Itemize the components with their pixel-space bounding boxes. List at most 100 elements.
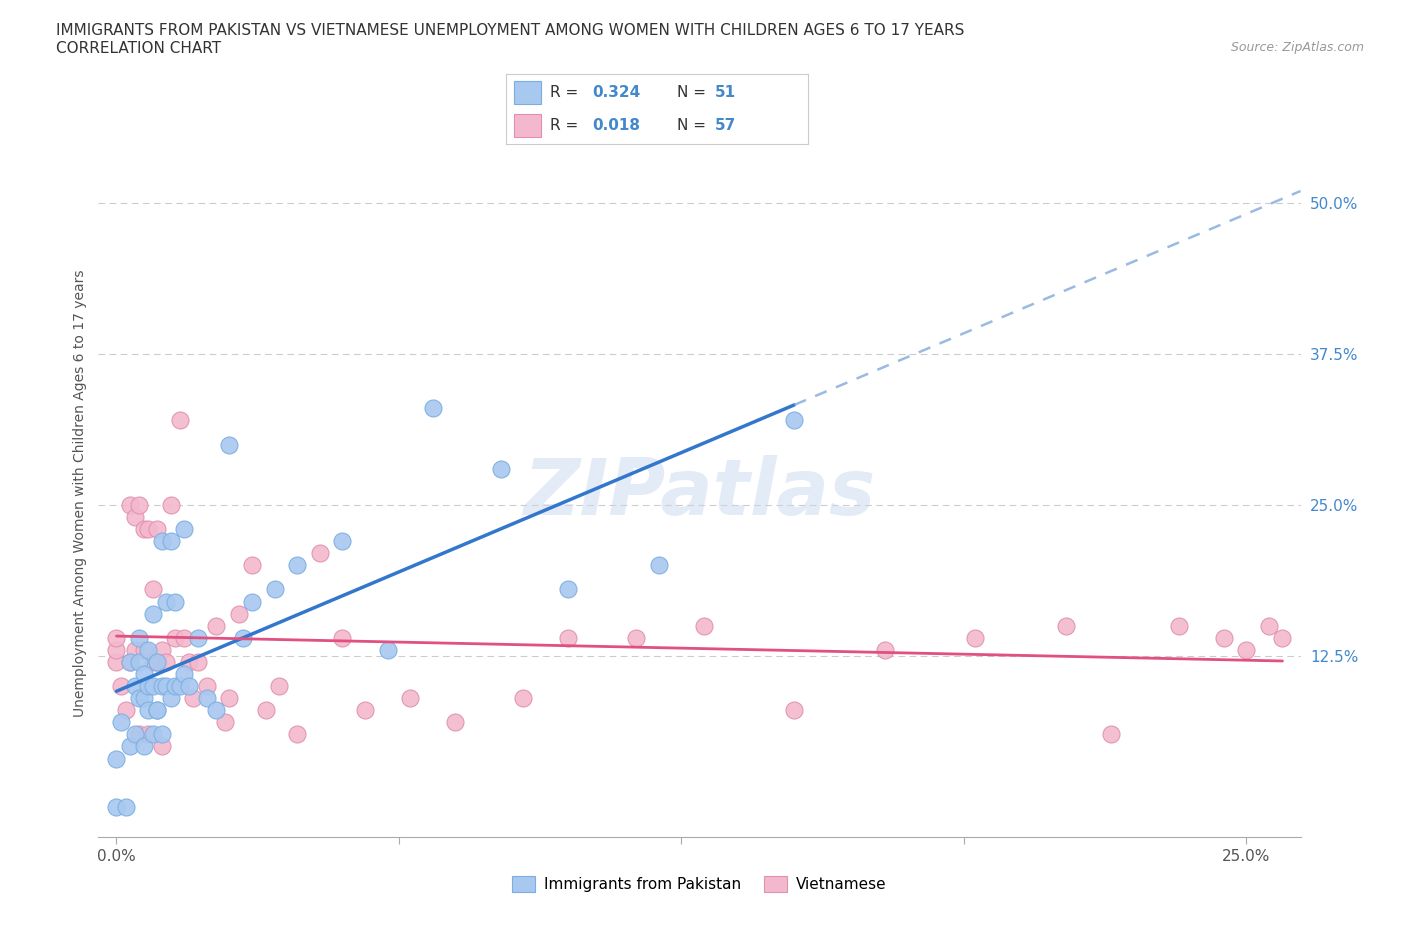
Point [105, 655, 128, 670]
Point [110, 679, 132, 694]
Point [332, 631, 354, 645]
Point [105, 800, 128, 815]
Point [173, 631, 195, 645]
Point [783, 703, 806, 718]
Point [354, 703, 377, 718]
Bar [513, 82, 541, 104]
Point [146, 655, 169, 670]
Point [136, 522, 159, 537]
Point [136, 643, 159, 658]
Point [187, 631, 209, 645]
Point [309, 546, 332, 561]
Point [228, 606, 250, 621]
Point [142, 679, 165, 694]
Point [128, 498, 150, 512]
Point [1257, 618, 1279, 633]
Point [128, 655, 150, 670]
Point [120, 655, 141, 670]
Text: 57: 57 [714, 118, 735, 133]
Point [142, 606, 165, 621]
Point [124, 643, 146, 658]
Point [557, 582, 579, 597]
Text: N =: N = [676, 118, 706, 133]
Point [183, 691, 205, 706]
Point [142, 655, 165, 670]
Point [422, 401, 444, 416]
Point [195, 679, 218, 694]
Point [120, 498, 141, 512]
Point [114, 800, 136, 815]
Point [132, 739, 155, 754]
Point [155, 679, 177, 694]
Point [1234, 643, 1257, 658]
Point [557, 631, 579, 645]
Point [232, 631, 254, 645]
Point [240, 558, 263, 573]
Point [263, 582, 285, 597]
Text: N =: N = [676, 85, 706, 100]
Point [648, 558, 671, 573]
Point [142, 582, 165, 597]
Point [132, 522, 155, 537]
Y-axis label: Unemployment Among Women with Children Ages 6 to 17 years: Unemployment Among Women with Children A… [73, 269, 87, 717]
Point [124, 679, 146, 694]
Point [136, 727, 159, 742]
Point [240, 594, 263, 609]
Point [377, 643, 399, 658]
Point [693, 618, 716, 633]
Point [165, 594, 187, 609]
Point [512, 691, 534, 706]
Point [214, 715, 236, 730]
Point [124, 727, 146, 742]
Text: 0.018: 0.018 [592, 118, 640, 133]
Point [783, 413, 806, 428]
Point [150, 739, 173, 754]
Point [150, 643, 173, 658]
Point [187, 655, 209, 670]
Point [626, 631, 648, 645]
Point [155, 594, 177, 609]
Point [114, 703, 136, 718]
Point [165, 631, 187, 645]
Point [254, 703, 277, 718]
Point [105, 631, 128, 645]
Point [150, 727, 173, 742]
Point [128, 727, 150, 742]
Text: Source: ZipAtlas.com: Source: ZipAtlas.com [1230, 41, 1364, 54]
Point [136, 703, 159, 718]
Point [105, 643, 128, 658]
Point [128, 631, 150, 645]
Point [132, 643, 155, 658]
Point [1099, 727, 1122, 742]
Point [159, 534, 181, 549]
Point [285, 727, 308, 742]
Point [1054, 618, 1077, 633]
Point [132, 691, 155, 706]
Point [177, 655, 200, 670]
Point [489, 461, 512, 476]
Point [173, 667, 195, 682]
Point [110, 715, 132, 730]
Point [136, 679, 159, 694]
Point [205, 618, 228, 633]
Point [965, 631, 987, 645]
Point [205, 703, 228, 718]
Point [165, 679, 187, 694]
Point [150, 679, 173, 694]
Point [195, 691, 218, 706]
Point [159, 691, 181, 706]
Point [159, 498, 181, 512]
Text: R =: R = [550, 85, 578, 100]
Text: R =: R = [550, 118, 578, 133]
Point [873, 643, 896, 658]
Point [146, 655, 169, 670]
Point [399, 691, 422, 706]
Point [120, 739, 141, 754]
Point [218, 691, 240, 706]
Legend: Immigrants from Pakistan, Vietnamese: Immigrants from Pakistan, Vietnamese [506, 870, 893, 898]
Text: 51: 51 [714, 85, 735, 100]
Point [132, 667, 155, 682]
Bar [513, 114, 541, 138]
Point [150, 534, 173, 549]
Point [1212, 631, 1234, 645]
